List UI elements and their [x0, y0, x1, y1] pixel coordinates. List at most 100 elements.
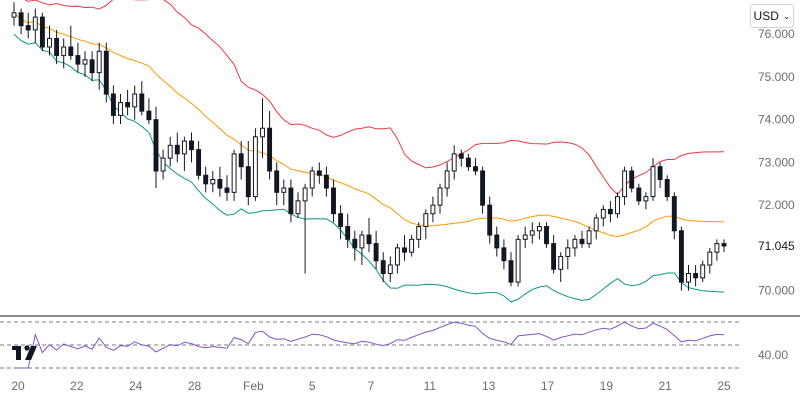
- candle-body: [501, 247, 507, 262]
- candle-body: [444, 170, 450, 189]
- candle-body: [260, 127, 265, 138]
- x-tick-label: 25: [717, 379, 731, 393]
- candle: [160, 149, 166, 180]
- candle: [416, 222, 422, 248]
- candle-body: [146, 110, 152, 121]
- candle-body: [380, 260, 386, 275]
- candle-body: [118, 102, 123, 116]
- candle: [82, 51, 88, 77]
- candle-body: [480, 170, 486, 206]
- candle-body: [25, 25, 31, 31]
- candle: [437, 183, 443, 214]
- candle: [579, 230, 585, 248]
- candle-body: [231, 153, 237, 193]
- candle: [103, 42, 109, 103]
- candle-body: [295, 200, 301, 215]
- candle-body: [47, 37, 52, 48]
- candle: [607, 200, 613, 223]
- candle: [331, 179, 336, 223]
- currency-selector-button[interactable]: USD ⌄: [750, 4, 794, 28]
- candle-body: [572, 238, 578, 249]
- candle: [465, 153, 471, 171]
- candle: [700, 260, 706, 283]
- candle: [522, 226, 528, 248]
- oscillator-label: 40.00: [758, 348, 788, 362]
- candle: [544, 222, 549, 248]
- candle: [47, 25, 52, 56]
- candle: [707, 247, 713, 274]
- candle-body: [153, 119, 159, 172]
- candle-body: [551, 243, 557, 270]
- candle-body: [110, 93, 116, 116]
- oscillator-line: [14, 321, 725, 369]
- candle: [501, 239, 507, 270]
- candle: [110, 85, 116, 124]
- candle: [515, 235, 521, 287]
- candle: [68, 25, 74, 60]
- y-tick-label: 72.000: [758, 198, 795, 212]
- candle: [295, 192, 301, 218]
- candle-body: [68, 46, 74, 57]
- candle-body: [82, 59, 88, 65]
- candle: [558, 252, 564, 283]
- candle: [96, 42, 102, 90]
- bollinger-lower-line: [13, 33, 725, 303]
- candle-body: [494, 234, 500, 249]
- candle-body: [387, 264, 393, 275]
- candle: [11, 2, 17, 26]
- candle: [551, 235, 557, 274]
- candle-body: [89, 59, 95, 74]
- candle: [409, 235, 415, 257]
- candle-body: [579, 238, 585, 245]
- candle-body: [75, 55, 81, 65]
- x-tick-label: 7: [368, 379, 375, 393]
- candle-body: [359, 234, 365, 249]
- candle: [338, 205, 344, 240]
- candle: [458, 149, 464, 167]
- candle-body: [338, 213, 344, 228]
- candle: [451, 145, 457, 180]
- candle-body: [686, 273, 691, 283]
- candle: [189, 132, 194, 163]
- candle: [238, 141, 244, 180]
- candle-body: [167, 144, 173, 159]
- chevron-down-icon: ⌄: [782, 10, 791, 21]
- candle: [473, 158, 478, 176]
- candle-body: [430, 204, 436, 215]
- candle-body: [373, 243, 379, 262]
- x-tick-label: 17: [541, 379, 555, 393]
- candle: [274, 162, 280, 206]
- candle-body: [61, 46, 67, 57]
- candle: [586, 226, 592, 248]
- candle-body: [607, 208, 613, 215]
- candle: [387, 256, 393, 283]
- candle: [359, 230, 365, 265]
- tradingview-logo-icon: [12, 345, 37, 360]
- candle-body: [245, 166, 251, 198]
- candle-body: [210, 179, 216, 185]
- candle-body: [217, 179, 223, 189]
- candle: [125, 89, 131, 116]
- candle-body: [238, 153, 244, 168]
- candle: [39, 12, 45, 52]
- candle: [714, 239, 720, 261]
- candle: [430, 196, 436, 223]
- candle-body: [139, 93, 145, 112]
- candle: [565, 239, 571, 270]
- candle: [174, 132, 180, 163]
- candle: [153, 106, 159, 189]
- candle: [593, 213, 599, 240]
- candle: [139, 81, 145, 116]
- x-tick-label: 22: [70, 379, 84, 393]
- candle: [132, 85, 138, 120]
- candle-body: [132, 93, 138, 108]
- candle: [210, 170, 216, 193]
- candle-body: [181, 140, 187, 155]
- candle: [252, 128, 258, 201]
- candle: [61, 38, 67, 69]
- x-tick-label: Feb: [243, 379, 264, 393]
- candle: [671, 192, 677, 240]
- candle: [636, 183, 642, 206]
